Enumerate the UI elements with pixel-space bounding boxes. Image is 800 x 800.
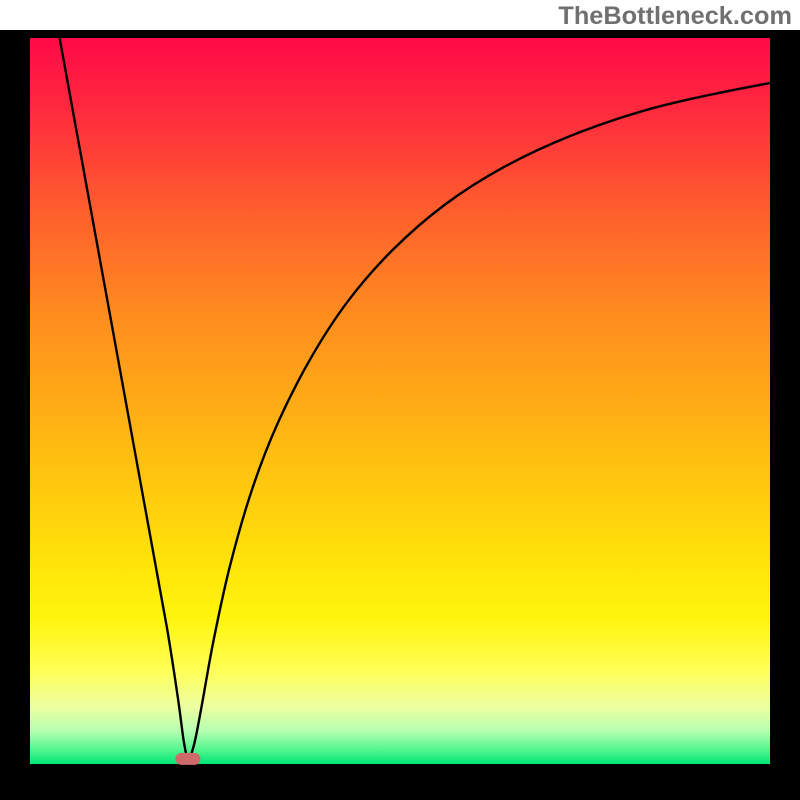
optimum-marker [175, 753, 200, 765]
watermark-text: TheBottleneck.com [558, 2, 792, 31]
curve-path [60, 38, 770, 758]
bottleneck-curve [30, 38, 770, 764]
plot-area [30, 38, 770, 764]
chart-container: TheBottleneck.com [0, 0, 800, 800]
